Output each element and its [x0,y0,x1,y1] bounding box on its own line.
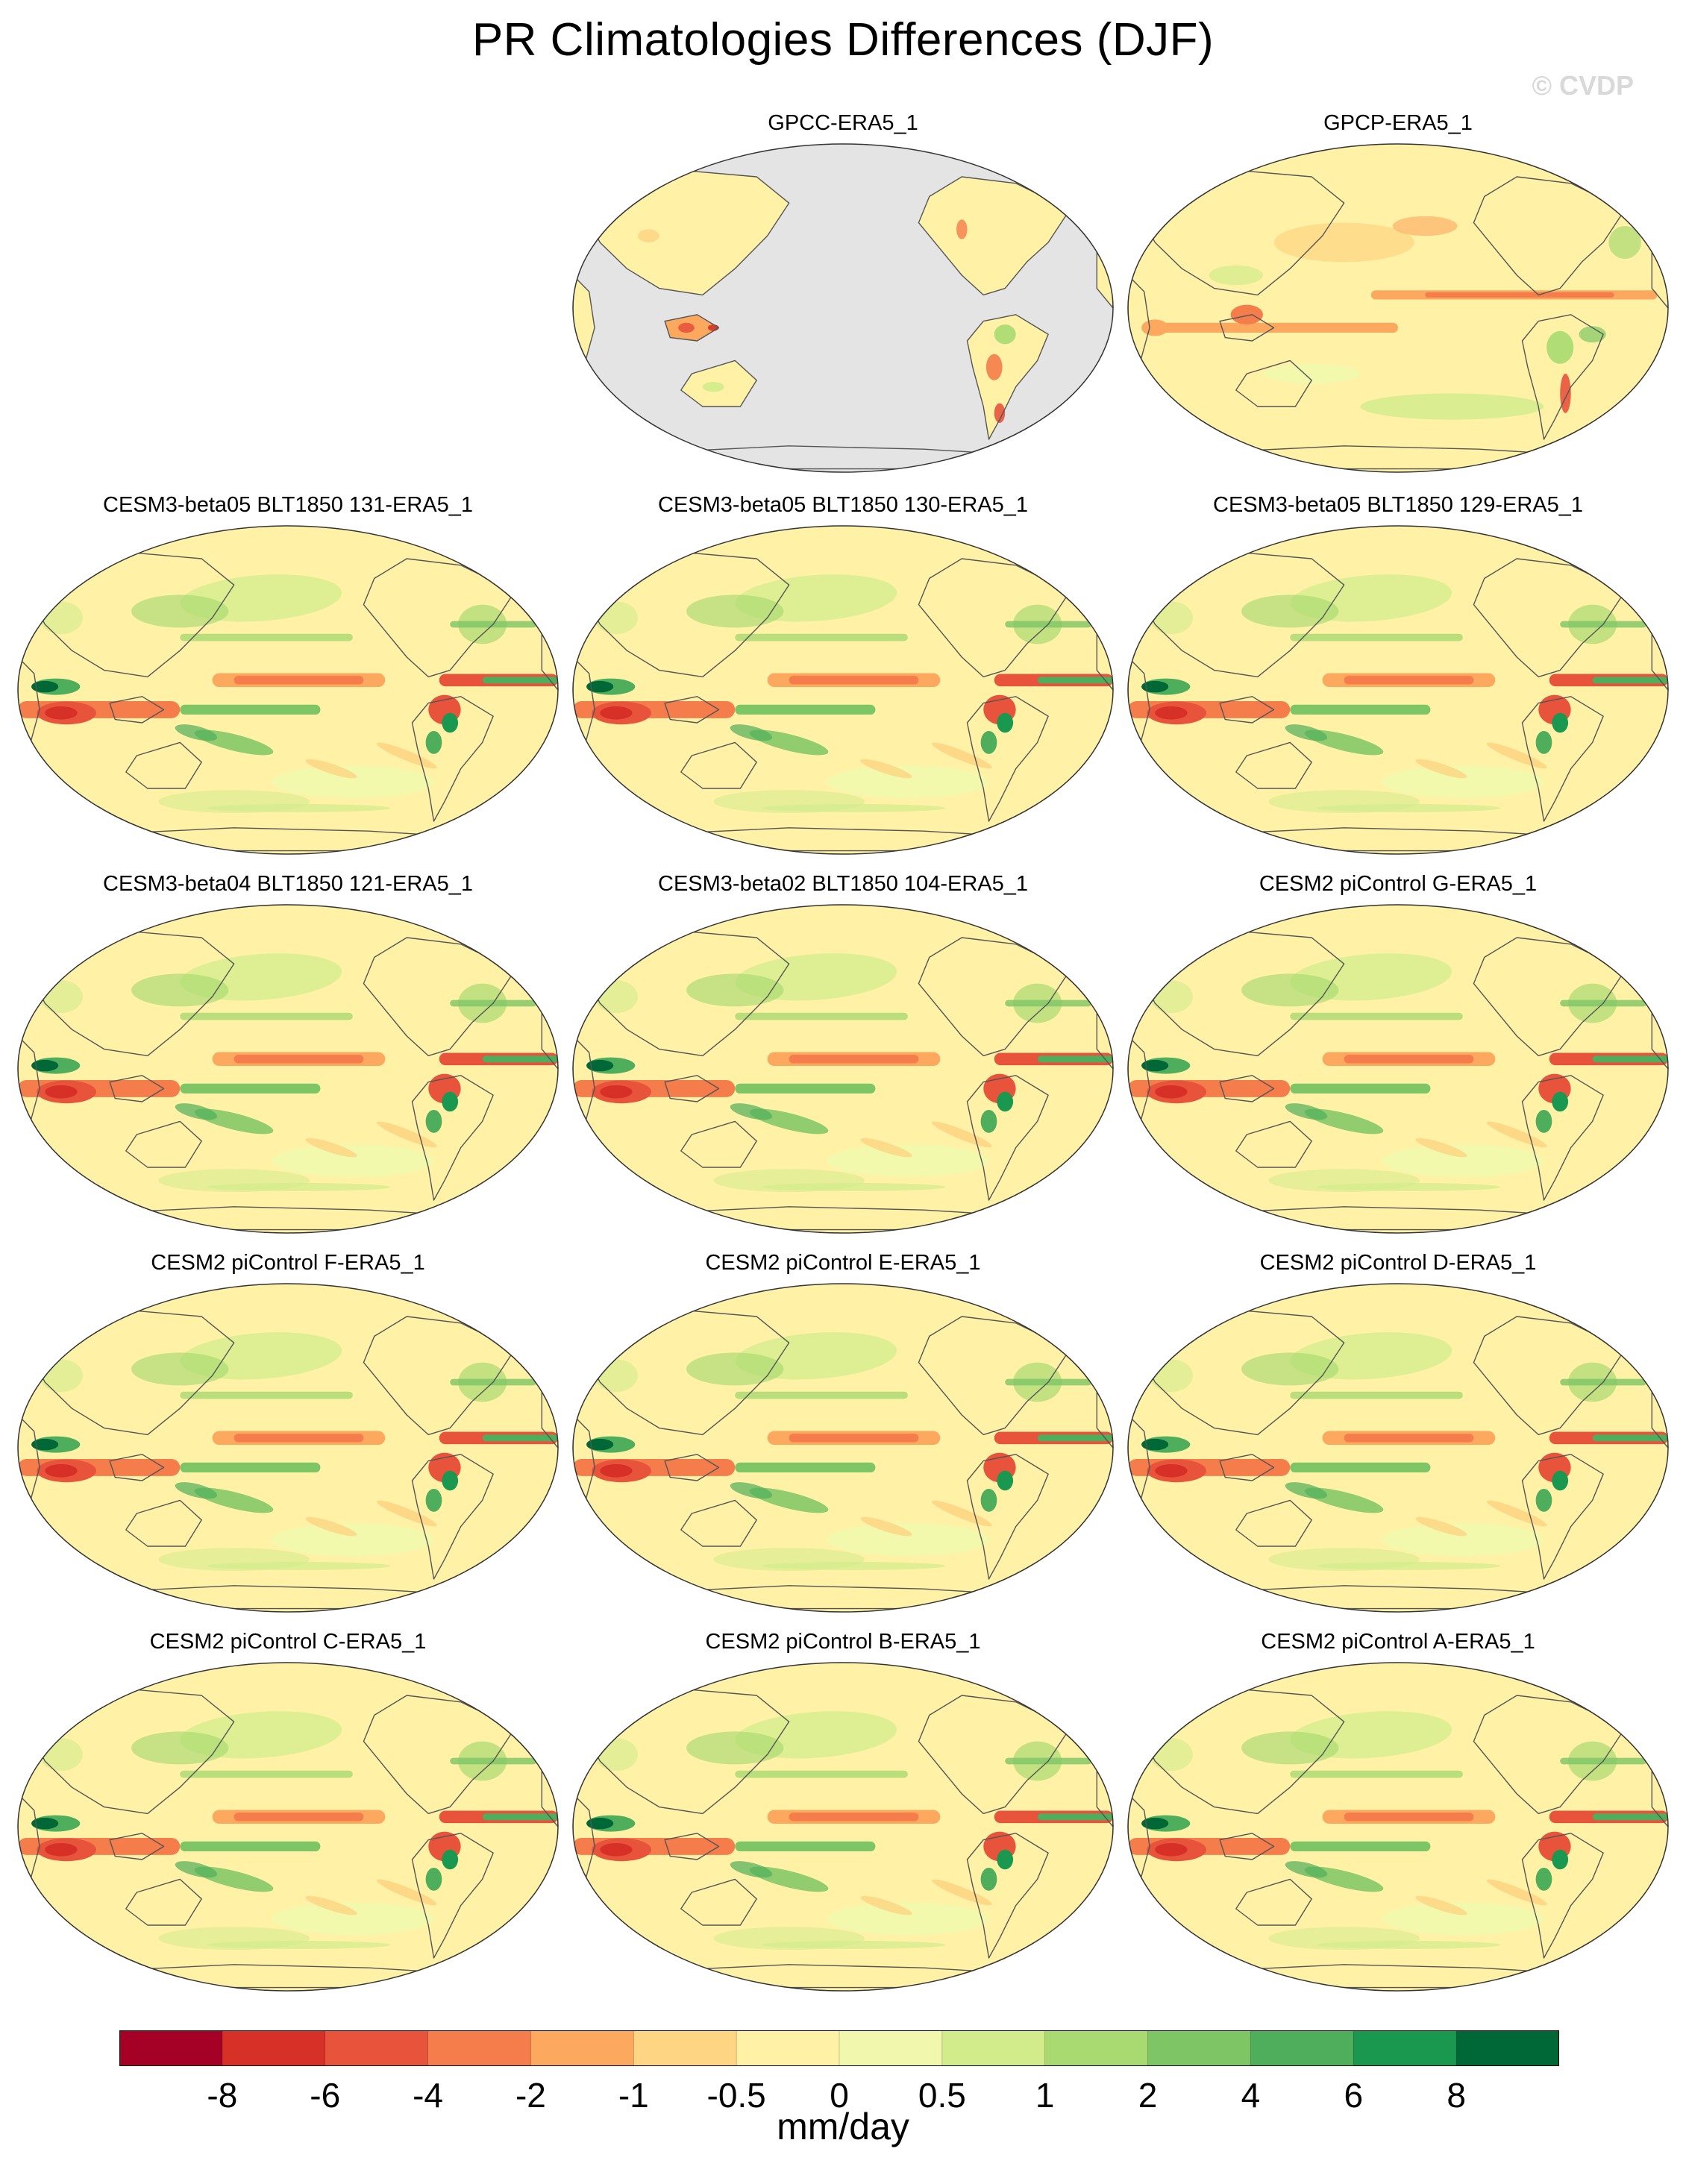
colorbar-swatches [119,2030,1559,2066]
map-plot [572,1283,1114,1613]
map-panel: CESM2 piControl D-ERA5_1 [1124,1250,1673,1623]
colorbar-swatch [1353,2030,1457,2066]
colorbar-tick-label: -4 [413,2076,444,2115]
colorbar-tick-label: -1 [618,2076,649,2115]
map-panel: CESM3-beta02 BLT1850 104-ERA5_1 [568,871,1118,1244]
colorbar-swatch [530,2030,634,2066]
panel-title: CESM3-beta04 BLT1850 121-ERA5_1 [103,872,473,896]
colorbar-swatch [736,2030,840,2066]
map-panel: CESM3-beta05 BLT1850 129-ERA5_1 [1124,492,1673,865]
map-plot [17,1662,559,1992]
colorbar-tick-label: 4 [1241,2076,1261,2115]
map-panel: CESM2 piControl E-ERA5_1 [568,1250,1118,1623]
panel-title: CESM3-beta02 BLT1850 104-ERA5_1 [658,872,1028,896]
map-panel: GPCP-ERA5_1 [1124,110,1673,483]
colorbar-tick-label: -0.5 [706,2076,766,2115]
panel-title: CESM2 piControl C-ERA5_1 [149,1630,427,1654]
map-panel: CESM2 piControl B-ERA5_1 [568,1629,1118,2002]
map-panel: GPCC-ERA5_1 [568,110,1118,483]
map-panel: CESM2 piControl C-ERA5_1 [13,1629,562,2002]
map-plot [1127,525,1669,855]
map-plot [1127,1662,1669,1992]
figure-title: PR Climatologies Differences (DJF) [471,14,1215,66]
colorbar-tick-label: 2 [1138,2076,1158,2115]
watermark: © CVDP [1532,70,1634,101]
colorbar-tick-label: 6 [1344,2076,1364,2115]
panel-title: CESM3-beta05 BLT1850 129-ERA5_1 [1213,493,1583,517]
map-panel: CESM2 piControl A-ERA5_1 [1124,1629,1673,2002]
map-panel: CESM2 piControl F-ERA5_1 [13,1250,562,1623]
panel-title: CESM3-beta05 BLT1850 130-ERA5_1 [658,493,1028,517]
panel-title: CESM3-beta05 BLT1850 131-ERA5_1 [103,493,473,517]
colorbar-tick-label: -8 [207,2076,238,2115]
colorbar-tick-label: 0 [830,2076,849,2115]
colorbar-tick-label: -6 [310,2076,341,2115]
colorbar-swatch [1456,2030,1559,2066]
map-plot [17,525,559,855]
colorbar-swatch [839,2030,943,2066]
panel-title: GPCP-ERA5_1 [1323,111,1473,135]
colorbar-swatch [222,2030,326,2066]
map-panel: CESM3-beta05 BLT1850 131-ERA5_1 [13,492,562,865]
map-plot [572,904,1114,1234]
panel-title: CESM2 piControl E-ERA5_1 [705,1251,981,1275]
colorbar-swatch [1044,2030,1149,2066]
map-panel: CESM3-beta05 BLT1850 130-ERA5_1 [568,492,1118,865]
colorbar-tick-label: 0.5 [918,2076,966,2115]
map-plot [572,1662,1114,1992]
colorbar-swatch [427,2030,531,2066]
map-plot [1127,904,1669,1234]
colorbar [119,2030,1559,2066]
map-plot [17,904,559,1234]
panel-title: CESM2 piControl G-ERA5_1 [1259,872,1538,896]
map-plot [1127,1283,1669,1613]
colorbar-swatch [941,2030,1046,2066]
colorbar-swatch [633,2030,737,2066]
colorbar-swatch [1250,2030,1354,2066]
panel-title: CESM2 piControl B-ERA5_1 [705,1630,981,1654]
colorbar-units: mm/day [777,2106,909,2147]
map-plot [1127,143,1669,473]
colorbar-tick-label: 8 [1447,2076,1466,2115]
map-panel: CESM2 piControl G-ERA5_1 [1124,871,1673,1244]
colorbar-tick-label: -2 [515,2076,546,2115]
colorbar-swatch [325,2030,429,2066]
panel-title: CESM2 piControl A-ERA5_1 [1261,1630,1535,1654]
colorbar-swatch [119,2030,223,2066]
panel-title: CESM2 piControl F-ERA5_1 [151,1251,425,1275]
map-plot [572,525,1114,855]
map-plot [17,1283,559,1613]
panel-title: GPCC-ERA5_1 [768,111,918,135]
panel-title: CESM2 piControl D-ERA5_1 [1259,1251,1537,1275]
colorbar-tick-label: 1 [1035,2076,1055,2115]
map-panel: CESM3-beta04 BLT1850 121-ERA5_1 [13,871,562,1244]
map-plot [572,143,1114,473]
colorbar-swatch [1147,2030,1251,2066]
